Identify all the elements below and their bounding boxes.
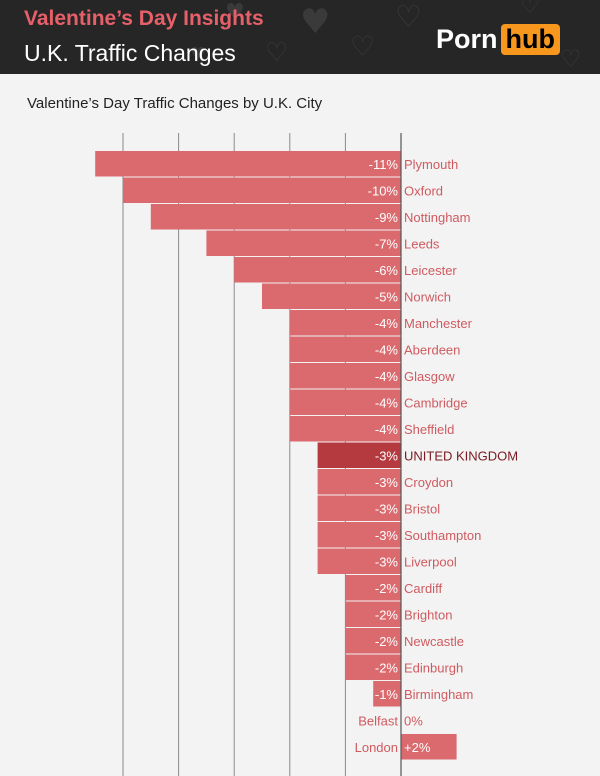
- category-label: Norwich: [404, 289, 451, 304]
- category-label: Leeds: [404, 236, 440, 251]
- bar-value-label: +2%: [404, 740, 431, 755]
- bar: [317, 548, 401, 574]
- bar-value-label: -6%: [375, 263, 399, 278]
- bar: [317, 442, 401, 468]
- bar: [289, 310, 401, 336]
- brand-logo-part2: hub: [500, 23, 560, 55]
- category-label: Belfast: [358, 713, 398, 728]
- bar: [289, 336, 401, 362]
- category-label: Bristol: [404, 501, 440, 516]
- category-label: Plymouth: [404, 157, 458, 172]
- category-label: Newcastle: [404, 634, 464, 649]
- bar-value-label: -3%: [375, 501, 399, 516]
- header-subtitle: U.K. Traffic Changes: [24, 40, 236, 66]
- bar-value-label: -5%: [375, 289, 399, 304]
- bar: [262, 283, 401, 309]
- bar-value-label: -4%: [375, 316, 399, 331]
- bar-value-label: -3%: [375, 554, 399, 569]
- category-label: UNITED KINGDOM: [404, 448, 518, 463]
- category-label: Brighton: [404, 607, 452, 622]
- bar: [206, 230, 401, 256]
- bar: [401, 734, 457, 760]
- bar-value-label: -2%: [375, 607, 399, 622]
- bar-value-label: 0%: [404, 713, 423, 728]
- chart-title: Valentine’s Day Traffic Changes by U.K. …: [27, 95, 323, 112]
- bar-value-label: -11%: [369, 157, 399, 172]
- bar-value-label: -7%: [375, 236, 399, 251]
- category-label: Oxford: [404, 183, 443, 198]
- header-title: Valentine’s Day Insights: [24, 7, 264, 30]
- category-label: Cambridge: [404, 395, 468, 410]
- bar: [95, 151, 401, 177]
- category-label: Aberdeen: [404, 342, 460, 357]
- category-label: Croydon: [404, 475, 453, 490]
- category-label: Cardiff: [404, 581, 442, 596]
- bar: [345, 628, 401, 654]
- bar: [345, 654, 401, 680]
- bar: [150, 204, 401, 230]
- bar: [317, 495, 401, 521]
- bar-value-label: -4%: [375, 395, 399, 410]
- bar-value-label: -2%: [375, 660, 399, 675]
- header-banner: ♥ ♡ ♡ ♡ ♥ ♡ ♥ ♡ Valentine’s Day Insights…: [0, 0, 600, 74]
- bar-value-label: -3%: [375, 448, 399, 463]
- bar-value-label: -2%: [375, 581, 399, 596]
- category-label: Edinburgh: [404, 660, 463, 675]
- bar: [345, 575, 401, 601]
- bar: [317, 469, 401, 495]
- bar: [345, 601, 401, 627]
- bar: [373, 681, 401, 707]
- bar-value-label: -10%: [368, 183, 399, 198]
- bar-value-label: -3%: [375, 528, 399, 543]
- bar-value-label: -9%: [375, 210, 399, 225]
- category-label: Southampton: [404, 528, 481, 543]
- bar-value-label: -3%: [375, 475, 399, 490]
- bar-value-label: -4%: [375, 342, 399, 357]
- bar-value-label: -4%: [375, 369, 399, 384]
- bar-value-label: -4%: [375, 422, 399, 437]
- bar: [289, 416, 401, 442]
- brand-logo: Porn hub: [436, 22, 560, 56]
- category-label: Manchester: [404, 316, 473, 331]
- category-label: Glasgow: [404, 369, 455, 384]
- bar-value-label: -1%: [375, 687, 399, 702]
- bar-value-label: -2%: [375, 634, 399, 649]
- category-label: Liverpool: [404, 554, 457, 569]
- category-label: Birmingham: [404, 687, 473, 702]
- bar: [234, 257, 401, 283]
- category-label: London: [355, 740, 398, 755]
- bar: [317, 522, 401, 548]
- bar: [289, 389, 401, 415]
- bar: [289, 363, 401, 389]
- brand-logo-part1: Porn: [436, 23, 498, 54]
- category-label: Leicester: [404, 263, 457, 278]
- bar: [123, 177, 401, 203]
- category-label: Sheffield: [404, 422, 454, 437]
- category-label: Nottingham: [404, 210, 470, 225]
